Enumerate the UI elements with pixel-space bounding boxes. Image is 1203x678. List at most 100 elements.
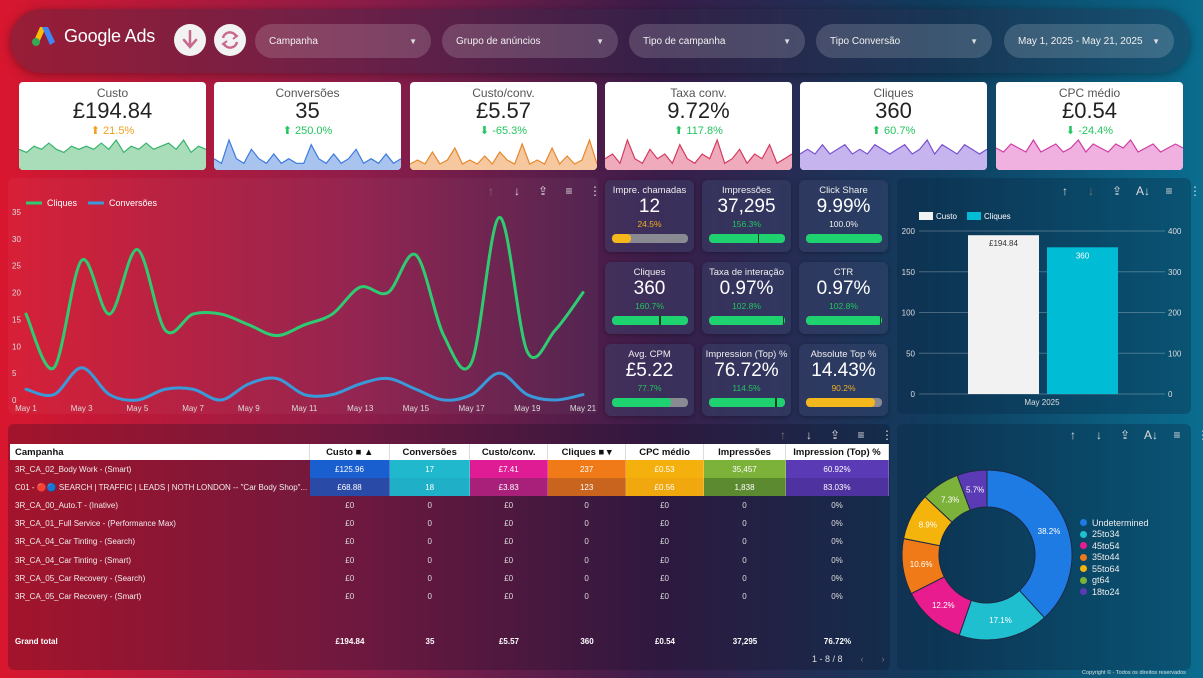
data-point[interactable]: [470, 393, 473, 396]
data-point[interactable]: [24, 312, 28, 316]
filter-icon[interactable]: ≡: [857, 428, 865, 442]
col-header-cpc-medio[interactable]: CPC médio: [625, 444, 705, 460]
data-point[interactable]: [80, 259, 83, 262]
legend-item[interactable]: 35to44: [1080, 552, 1149, 564]
donut-slice-18to24[interactable]: [956, 469, 988, 511]
filter-icon[interactable]: ≡: [1165, 184, 1173, 198]
metric-card-impress-es[interactable]: Impressões 37,295 156.3%: [702, 180, 791, 252]
download-button[interactable]: [174, 24, 206, 56]
data-point[interactable]: [80, 366, 83, 369]
sort-asc-icon[interactable]: ↑: [488, 184, 494, 198]
col-header-campanha[interactable]: Campanha: [10, 444, 311, 460]
metric-card-impre-chamadas[interactable]: Impre. chamadas 12 24.5%: [605, 180, 694, 252]
kpi-card-cliques[interactable]: Cliques 360 ⬆ 60.7%: [800, 82, 987, 170]
bar-custo[interactable]: [968, 235, 1039, 394]
data-point[interactable]: [52, 366, 56, 369]
data-point[interactable]: [331, 312, 334, 316]
sort-desc-icon[interactable]: ↓: [1088, 184, 1094, 198]
legend-item[interactable]: gt64: [1080, 575, 1149, 587]
col-header-custo-conv[interactable]: Custo/conv.: [469, 444, 549, 460]
data-point[interactable]: [581, 291, 585, 294]
kpi-card-custo[interactable]: Custo £194.84 ⬆ 21.5%: [19, 82, 206, 170]
data-point[interactable]: [136, 248, 139, 251]
data-point[interactable]: [303, 393, 306, 396]
date-range-picker[interactable]: May 1, 2025 - May 21, 2025 ▼: [1004, 24, 1174, 58]
filter-campanha[interactable]: Campanha ▼: [255, 24, 431, 58]
data-point[interactable]: [219, 398, 223, 402]
table-row[interactable]: 3R_CA_04_Car Tinting - (Search) £0 0 £0 0 £0 0…: [10, 533, 889, 551]
table-row[interactable]: 3R_CA_00_Auto.T - (Inative) £0 0 £0 0 £0 0 0%: [10, 496, 889, 514]
legend-item[interactable]: 45to54: [1080, 540, 1149, 552]
export-icon[interactable]: ⇪: [829, 428, 841, 442]
export-icon[interactable]: ⇪: [1119, 428, 1131, 442]
data-point[interactable]: [553, 328, 557, 332]
chevron-left-icon[interactable]: ‹: [860, 654, 864, 664]
data-point[interactable]: [108, 312, 111, 316]
kpi-card-taxa-conv-[interactable]: Taxa conv. 9.72% ⬆ 117.8%: [605, 82, 792, 170]
data-point[interactable]: [219, 312, 223, 316]
data-point[interactable]: [247, 382, 250, 386]
data-point[interactable]: [24, 388, 28, 391]
data-point[interactable]: [52, 393, 56, 396]
col-header-impressoes[interactable]: Impressões: [703, 444, 786, 460]
data-point[interactable]: [553, 398, 557, 402]
metric-card-cliques[interactable]: Cliques 360 160.7%: [605, 262, 694, 334]
metric-card-taxa-de-intera-o[interactable]: Taxa de interação 0.97% 102.8%: [702, 262, 791, 334]
metric-card-avg-cpm[interactable]: Avg. CPM £5.22 77.7%: [605, 344, 694, 416]
metric-card-ctr[interactable]: CTR 0.97% 102.8%: [799, 262, 888, 334]
kpi-card-custo-conv-[interactable]: Custo/conv. £5.57 ⬇ -65.3%: [410, 82, 597, 170]
sort-asc-icon[interactable]: ↑: [1070, 428, 1076, 442]
col-header-custo[interactable]: Custo ■ ▲: [309, 444, 391, 460]
data-point[interactable]: [359, 286, 362, 289]
refresh-button[interactable]: [214, 24, 246, 56]
data-point[interactable]: [275, 377, 278, 380]
data-point[interactable]: [414, 388, 418, 391]
data-point[interactable]: [303, 323, 306, 326]
filter-icon[interactable]: ≡: [1173, 428, 1181, 442]
table-row[interactable]: 3R_CA_05_Car Recovery - (Smart) £0 0 £0 0 £0 0…: [10, 587, 889, 605]
data-point[interactable]: [442, 334, 445, 337]
sort-asc-icon[interactable]: ↑: [780, 428, 786, 442]
data-point[interactable]: [470, 361, 473, 364]
kpi-card-cpc-m-dio[interactable]: CPC médio £0.54 ⬇ -24.4%: [996, 82, 1183, 170]
bar-cliques[interactable]: [1047, 247, 1118, 394]
data-point[interactable]: [136, 398, 139, 402]
table-row[interactable]: 3R_CA_04_Car Tinting - (Smart) £0 0 £0 0 £0 0 0…: [10, 551, 889, 569]
donut-slice-undetermined[interactable]: [986, 469, 1073, 619]
data-point[interactable]: [581, 393, 585, 396]
data-point[interactable]: [191, 312, 195, 316]
chevron-right-icon[interactable]: ›: [881, 654, 885, 664]
sort-asc-icon[interactable]: ↑: [1062, 184, 1068, 198]
legend-item[interactable]: 55to64: [1080, 563, 1149, 575]
col-header-conversoes[interactable]: Conversões: [389, 444, 471, 460]
data-point[interactable]: [498, 216, 501, 219]
more-icon[interactable]: ⋮: [881, 428, 893, 442]
metric-card-click-share[interactable]: Click Share 9.99% 100.0%: [799, 180, 888, 252]
data-point[interactable]: [275, 334, 278, 337]
filter-tipo-campanha[interactable]: Tipo de campanha ▼: [629, 24, 805, 58]
more-icon[interactable]: ⋮: [1189, 184, 1201, 198]
data-point[interactable]: [442, 398, 445, 402]
sort-az-icon[interactable]: A↓: [1136, 184, 1151, 198]
more-icon[interactable]: ⋮: [589, 184, 601, 198]
table-row[interactable]: C01 - 🔴🔵 SEARCH | TRAFFIC | LEADS | NOTH…: [10, 478, 889, 497]
more-icon[interactable]: ⋮: [1197, 428, 1203, 442]
sort-desc-icon[interactable]: ↓: [1096, 428, 1102, 442]
export-icon[interactable]: ⇪: [1111, 184, 1123, 198]
legend-item[interactable]: 18to24: [1080, 586, 1149, 598]
data-point[interactable]: [164, 388, 167, 391]
data-point[interactable]: [359, 382, 362, 386]
col-header-cliques[interactable]: Cliques ■ ▾: [547, 444, 627, 460]
data-point[interactable]: [414, 253, 418, 257]
data-point[interactable]: [108, 393, 111, 396]
sort-desc-icon[interactable]: ↓: [514, 184, 520, 198]
data-point[interactable]: [526, 350, 529, 353]
sort-desc-icon[interactable]: ↓: [806, 428, 812, 442]
sort-az-icon[interactable]: A↓: [1144, 428, 1159, 442]
filter-tipo-conversao[interactable]: Tipo Conversão ▼: [816, 24, 992, 58]
metric-card-absolute-top[interactable]: Absolute Top % 14.43% 90.2%: [799, 344, 888, 416]
data-point[interactable]: [386, 377, 390, 380]
data-point[interactable]: [191, 388, 195, 391]
table-row[interactable]: 3R_CA_05_Car Recovery - (Search) £0 0 £0 0 £0…: [10, 569, 889, 587]
export-icon[interactable]: ⇪: [537, 184, 549, 198]
